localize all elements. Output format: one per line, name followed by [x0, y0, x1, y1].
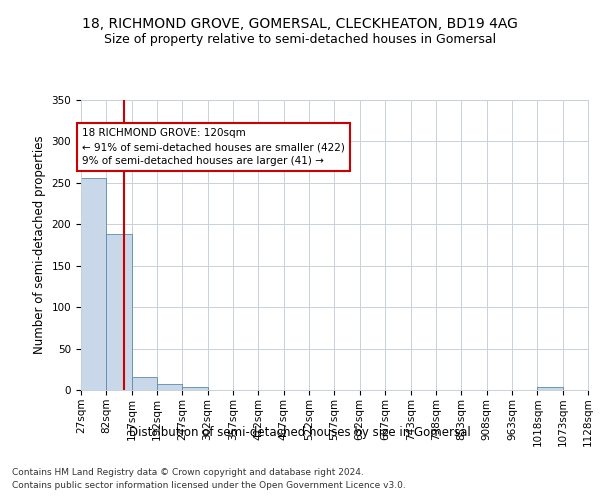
Y-axis label: Number of semi-detached properties: Number of semi-detached properties	[33, 136, 46, 354]
Text: 18, RICHMOND GROVE, GOMERSAL, CLECKHEATON, BD19 4AG: 18, RICHMOND GROVE, GOMERSAL, CLECKHEATO…	[82, 18, 518, 32]
Bar	[132, 376, 157, 390]
Bar	[157, 384, 182, 390]
Bar	[182, 386, 208, 390]
Text: 18 RICHMOND GROVE: 120sqm
← 91% of semi-detached houses are smaller (422)
9% of : 18 RICHMOND GROVE: 120sqm ← 91% of semi-…	[82, 128, 345, 166]
Bar	[81, 178, 106, 390]
Text: Size of property relative to semi-detached houses in Gomersal: Size of property relative to semi-detach…	[104, 32, 496, 46]
Bar	[538, 386, 563, 390]
Text: Contains HM Land Registry data © Crown copyright and database right 2024.: Contains HM Land Registry data © Crown c…	[12, 468, 364, 477]
Bar	[106, 234, 131, 390]
Text: Distribution of semi-detached houses by size in Gomersal: Distribution of semi-detached houses by …	[129, 426, 471, 439]
Text: Contains public sector information licensed under the Open Government Licence v3: Contains public sector information licen…	[12, 480, 406, 490]
